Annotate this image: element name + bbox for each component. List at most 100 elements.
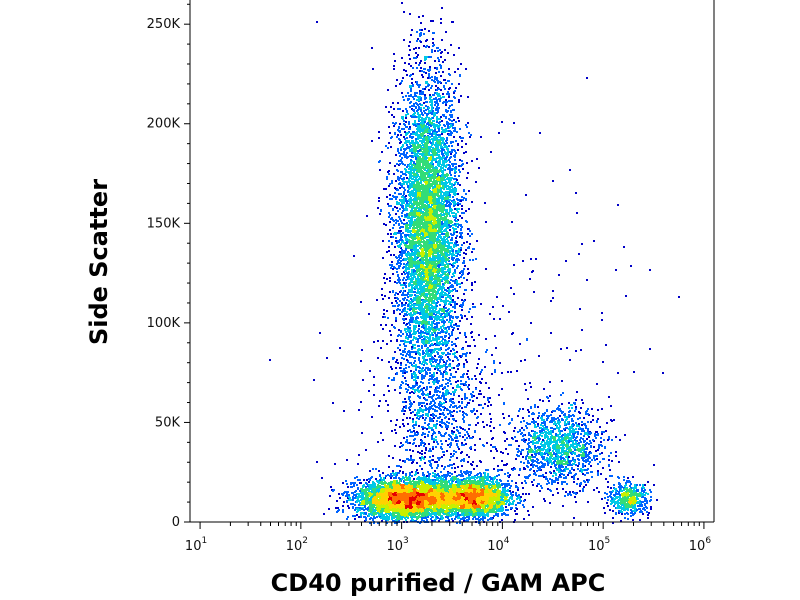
event-dot [456,280,458,282]
event-dot [441,151,443,153]
event-dot [416,161,418,163]
event-dot [392,236,394,238]
event-dot [462,304,464,306]
event-dot [435,161,437,163]
event-dot [461,309,463,311]
event-dot [447,196,449,198]
event-dot [409,273,411,275]
event-dot [424,160,426,162]
event-dot [405,364,407,366]
event-dot [400,175,402,177]
event-dot [442,278,444,280]
event-dot [406,126,408,128]
event-dot [426,245,428,247]
event-dot [441,51,443,53]
event-dot [407,229,409,231]
event-dot [426,294,428,296]
event-dot [389,214,391,216]
event-dot [409,136,411,138]
event-dot [391,114,393,116]
event-dot [442,283,444,285]
event-dot [420,334,422,336]
event-dot [454,208,456,210]
event-dot [403,193,405,195]
event-dot [405,249,407,251]
event-dot [410,133,412,135]
event-dot [410,163,412,165]
event-dot [422,91,424,93]
event-dot [432,240,434,242]
event-dot [416,110,418,112]
event-dot [411,234,413,236]
event-dot [466,162,468,164]
event-dot [420,41,422,43]
event-dot [440,188,442,190]
event-dot [457,253,459,255]
event-dot [451,255,453,257]
event-dot [415,377,417,379]
event-dot [426,257,428,259]
event-dot [382,316,384,318]
event-dot [429,217,431,219]
event-dot [438,187,440,189]
event-dot [439,218,441,220]
event-dot [449,157,451,159]
event-dot [424,62,426,64]
event-dot [425,253,427,255]
event-dot [436,322,438,324]
event-dot [415,421,417,423]
event-dot [397,170,399,172]
event-dot [398,202,400,204]
event-dot [399,227,401,229]
event-dot [426,285,428,287]
event-dot [450,304,452,306]
event-dot [445,186,447,188]
event-dot [416,204,418,206]
event-dot [428,117,430,119]
event-dot [410,177,412,179]
event-dot [419,29,421,31]
event-dot [449,114,451,116]
event-dot [401,2,403,4]
event-dot [423,219,425,221]
event-dot [434,236,436,238]
event-dot [450,220,452,222]
event-dot [400,335,402,337]
event-dot [432,181,434,183]
event-dot [399,251,401,253]
event-dot [404,131,406,133]
event-dot [434,259,436,261]
event-dot [451,290,453,292]
event-dot [441,7,443,9]
event-dot [447,269,449,271]
event-dot [414,347,416,349]
event-dot [434,239,436,241]
event-dot [438,266,440,268]
event-dot [418,99,420,101]
event-dot [413,386,415,388]
event-dot [403,136,405,138]
event-dot [432,147,434,149]
event-dot [389,132,391,134]
event-dot [431,397,433,399]
event-dot [441,164,443,166]
event-dot [404,142,406,144]
event-dot [366,215,368,217]
event-dot [419,126,421,128]
event-dot [403,282,405,284]
event-dot [404,341,406,343]
event-dot [449,311,451,313]
event-dot [414,142,416,144]
event-dot [431,204,433,206]
event-dot [411,356,413,358]
event-dot [392,268,394,270]
event-dot [412,365,414,367]
event-dot [423,322,425,324]
event-dot [443,165,445,167]
event-dot [436,326,438,328]
event-dot [421,154,423,156]
event-dot [394,192,396,194]
event-dot [457,193,459,195]
event-dot [446,154,448,156]
event-dot [417,125,419,127]
